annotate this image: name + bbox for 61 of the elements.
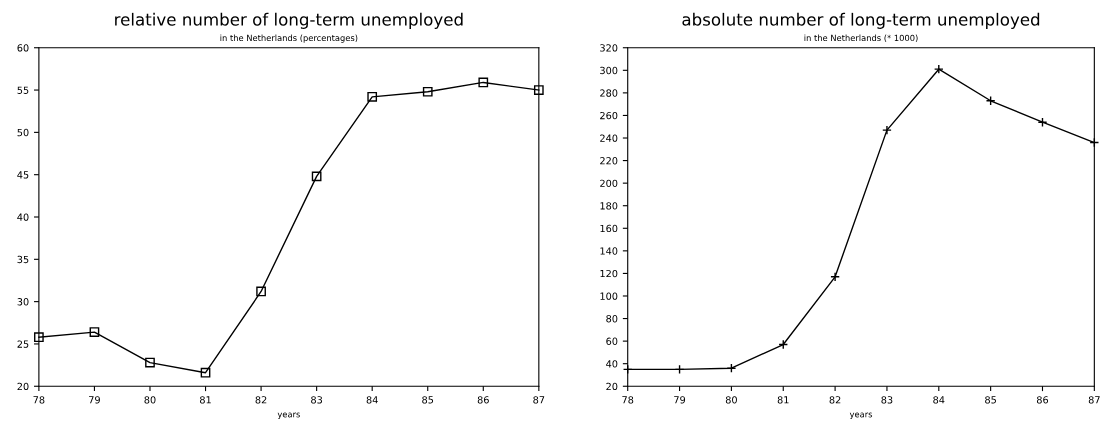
x-axis-title: years <box>277 412 300 420</box>
y-tick-label: 80 <box>606 315 618 323</box>
point <box>256 286 266 297</box>
chart-title: relative number of long-term unemployed <box>115 12 463 29</box>
point <box>533 85 544 95</box>
point <box>145 357 155 368</box>
y-tick-label: 320 <box>600 44 618 52</box>
y-tick-label: 50 <box>17 128 29 137</box>
y-tick-label: 20 <box>17 382 29 391</box>
y-tick-label: 100 <box>600 292 618 300</box>
x-tick-label: 86 <box>477 396 489 404</box>
x-tick-label: 87 <box>533 396 545 404</box>
point <box>89 327 100 337</box>
x-axis-title: years <box>849 412 873 420</box>
x-tick-label: 86 <box>1036 396 1049 404</box>
point <box>422 86 433 97</box>
x-tick-label: 84 <box>366 396 378 404</box>
y-tick-label: 200 <box>600 179 618 187</box>
y-tick-label: 280 <box>600 89 618 97</box>
x-tick-label: 79 <box>89 396 100 404</box>
x-tick-label: 80 <box>144 396 156 404</box>
y-tick-label: 55 <box>17 86 29 94</box>
x-tick-label: 85 <box>985 396 996 404</box>
x-tick-label: 83 <box>311 396 323 404</box>
y-tick-label: 20 <box>606 382 618 391</box>
y-tick-label: 25 <box>17 340 29 348</box>
y-tick-label: 180 <box>600 202 618 210</box>
y-tick-label: 160 <box>600 224 618 233</box>
chart-title: absolute number of long-term unemployed <box>682 12 1040 29</box>
x-tick-label: 83 <box>881 396 893 404</box>
chart-subtitle: in the Netherlands (* 1000) <box>804 34 918 43</box>
x-tick-label: 82 <box>829 396 841 404</box>
x-tick-label: 78 <box>33 396 45 404</box>
y-tick-label: 220 <box>600 157 618 165</box>
y-tick-label: 140 <box>600 247 618 255</box>
x-tick-label: 84 <box>933 396 945 404</box>
x-tick-label: 81 <box>777 396 789 404</box>
y-tick-label: 60 <box>17 44 29 52</box>
x-tick-label: 85 <box>422 396 434 404</box>
y-tick-label: 260 <box>600 111 618 120</box>
point <box>34 332 44 343</box>
point <box>478 77 489 88</box>
x-tick-label: 82 <box>255 396 267 404</box>
x-tick-label: 87 <box>1088 396 1100 404</box>
x-tick-label: 80 <box>725 396 737 404</box>
chart-subtitle: in the Netherlands (percentages) <box>220 34 358 43</box>
y-tick-label: 40 <box>606 360 618 368</box>
y-tick-label: 300 <box>600 66 618 75</box>
y-tick-label: 120 <box>600 269 618 278</box>
y-tick-label: 40 <box>17 213 29 221</box>
y-tick-label: 60 <box>606 337 618 345</box>
y-tick-label: 30 <box>17 298 29 306</box>
y-tick-label: 35 <box>17 255 29 264</box>
x-tick-label: 81 <box>200 396 211 404</box>
point <box>200 367 211 378</box>
x-tick-label: 79 <box>674 396 686 404</box>
x-tick-label: 78 <box>622 396 634 404</box>
y-tick-label: 240 <box>600 134 618 142</box>
point <box>311 171 322 182</box>
y-tick-label: 45 <box>17 171 29 179</box>
point <box>367 91 378 102</box>
